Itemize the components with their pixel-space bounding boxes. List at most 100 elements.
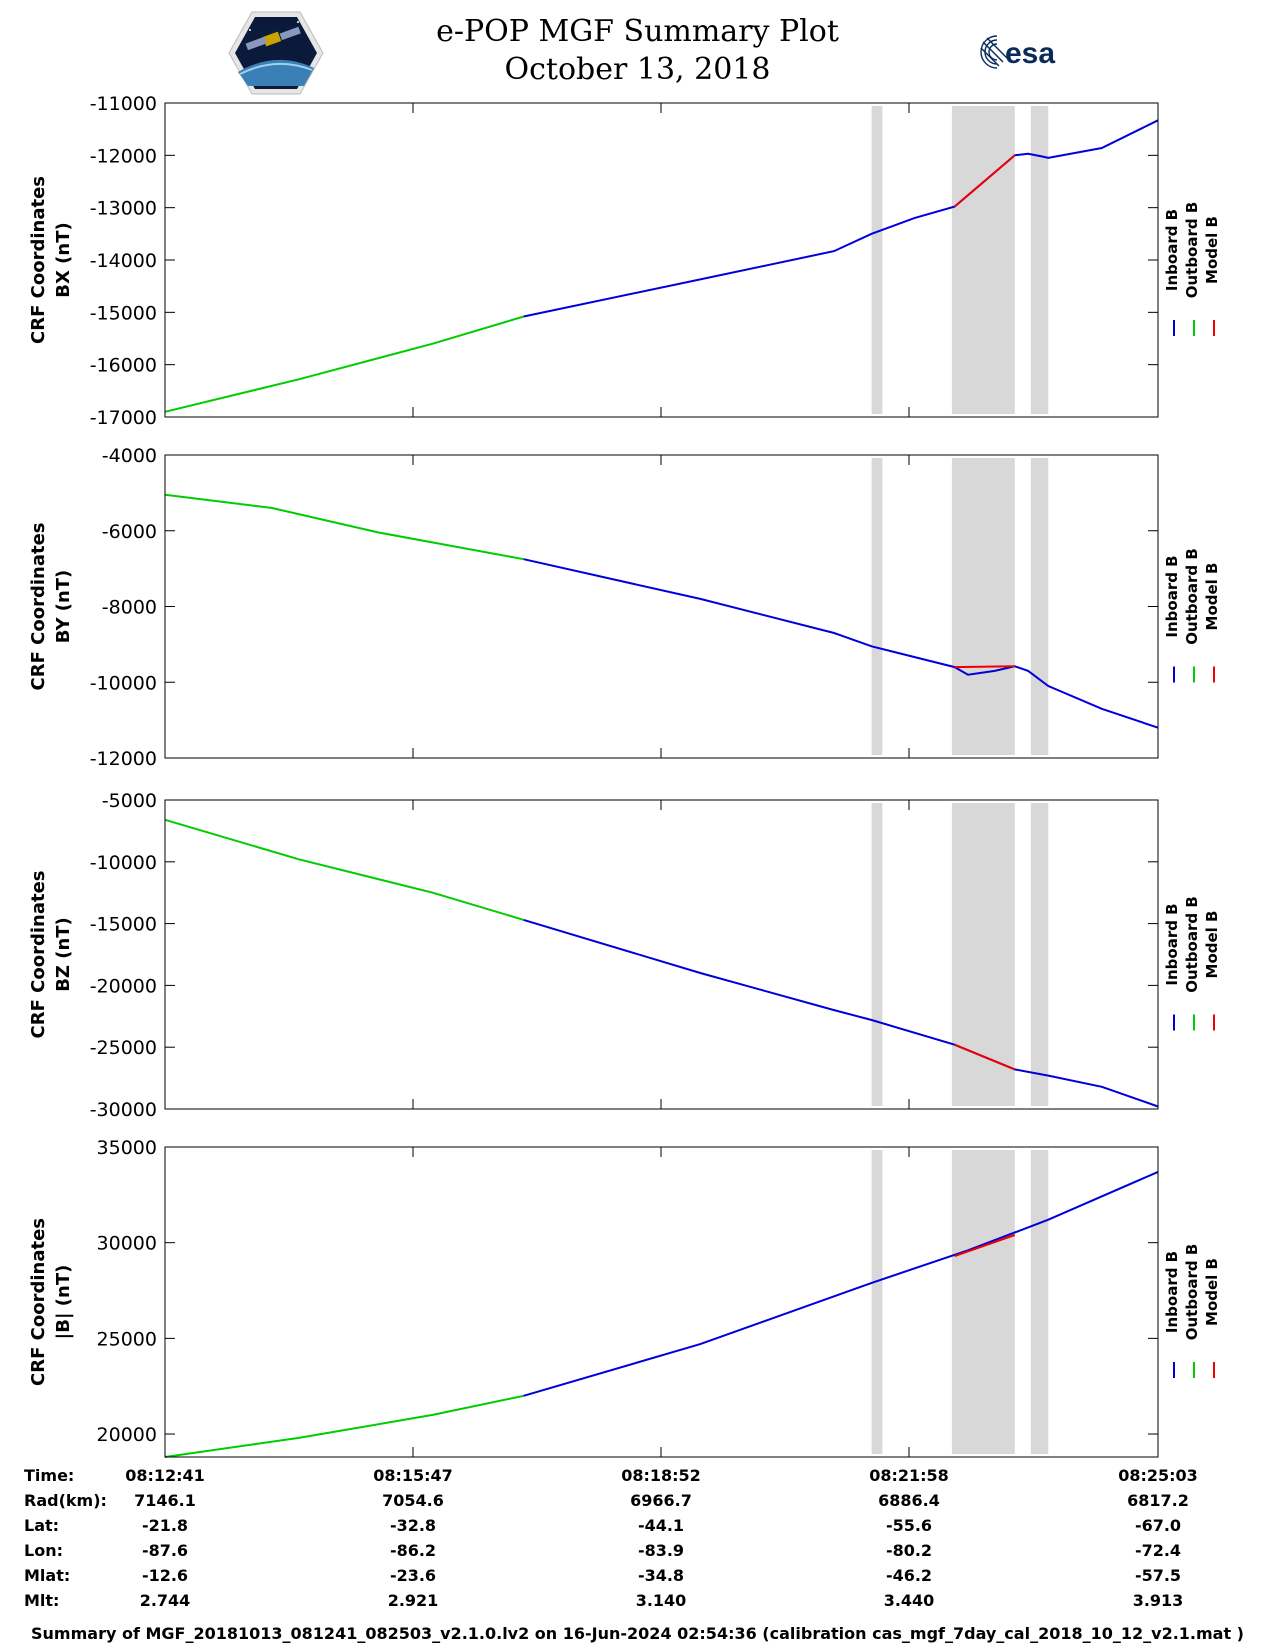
- ephemeris-value: 2.921: [387, 1591, 439, 1610]
- y-tick-label: -15000: [90, 914, 157, 936]
- ephemeris-value: 3.440: [883, 1591, 935, 1610]
- ephemeris-value: 3.913: [1132, 1591, 1184, 1610]
- ephemeris-value: -34.8: [637, 1566, 685, 1585]
- y-tick-label: 25000: [97, 1328, 157, 1350]
- series-line-outboard-b: [164, 818, 524, 921]
- esa-logo: esa: [980, 35, 1055, 70]
- panel-4: 20000 25000 30000 35000 CRF Coordinates |B| (…: [28, 1137, 1221, 1458]
- y-axis-label-units: BX (nT): [53, 222, 74, 297]
- y-tick-label: -30000: [90, 1099, 157, 1121]
- series-line-outboard-b: [164, 493, 524, 561]
- ephemeris-row-label: Rad(km):: [24, 1491, 107, 1510]
- ephemeris-value: 2.744: [139, 1591, 191, 1610]
- legend-label: Inboard B: [1163, 903, 1181, 985]
- series-line-inboard-b: [523, 1170, 1159, 1397]
- y-tick-label: -12000: [90, 145, 157, 167]
- shaded-region: [951, 1150, 1015, 1454]
- legend-label: Model B: [1203, 563, 1221, 631]
- panel-2: -12000 -10000 -8000 -6000 -4000 CRF Coordinat…: [28, 445, 1221, 770]
- shaded-region: [951, 106, 1015, 414]
- y-tick-label: -6000: [102, 521, 157, 543]
- shaded-region: [871, 106, 883, 414]
- shaded-region: [871, 803, 883, 1106]
- y-axis-label: CRF Coordinates: [28, 871, 49, 1039]
- y-tick-label: -10000: [90, 852, 157, 874]
- series-line-model-b: [954, 1043, 1016, 1071]
- y-tick-label: -20000: [90, 975, 157, 997]
- legend-label: Model B: [1203, 216, 1221, 284]
- shaded-region: [871, 1150, 883, 1454]
- legend-label: Outboard B: [1183, 202, 1201, 299]
- series-line-model-b: [954, 1234, 1016, 1258]
- cassiope-satellite-logo: [228, 11, 324, 95]
- y-tick-label: -10000: [90, 672, 157, 694]
- shaded-region: [1030, 458, 1049, 755]
- ephemeris-value: 6817.2: [1127, 1491, 1189, 1510]
- shaded-region: [1030, 106, 1049, 414]
- ephemeris-value: 08:18:52: [621, 1466, 701, 1485]
- plot-date: October 13, 2018: [504, 52, 771, 87]
- ephemeris-value: 6966.7: [630, 1491, 692, 1510]
- ephemeris-value: 7054.6: [382, 1491, 444, 1510]
- footer-summary: Summary of MGF_20181013_081241_082503_v2…: [31, 1624, 1244, 1643]
- esa-logo-text: esa: [1005, 37, 1055, 70]
- ephemeris-value: 3.140: [635, 1591, 687, 1610]
- ephemeris-value: -44.1: [637, 1516, 685, 1535]
- y-axis-label: CRF Coordinates: [28, 176, 49, 344]
- series-line-outboard-b: [164, 1394, 524, 1458]
- ephemeris-row-label: Lat:: [24, 1516, 60, 1535]
- ephemeris-value: 08:15:47: [373, 1466, 453, 1485]
- ephemeris-value: 7146.1: [134, 1491, 196, 1510]
- shaded-region: [951, 458, 1015, 755]
- y-tick-label: 20000: [97, 1424, 157, 1446]
- legend-label: Model B: [1203, 911, 1221, 979]
- y-tick-label: -12000: [90, 748, 157, 770]
- y-axis-label: CRF Coordinates: [28, 523, 49, 691]
- legend-label: Inboard B: [1163, 555, 1181, 637]
- y-tick-label: -5000: [102, 790, 157, 812]
- legend-label: Outboard B: [1183, 548, 1201, 645]
- ephemeris-value: -83.9: [637, 1541, 685, 1560]
- y-tick-label: 35000: [97, 1137, 157, 1159]
- shaded-region: [951, 803, 1015, 1106]
- ephemeris-value: -46.2: [885, 1566, 933, 1585]
- shaded-region: [1030, 1150, 1049, 1454]
- y-tick-label: -15000: [90, 302, 157, 324]
- panel-1: -17000 -16000 -15000 -14000 -13000 -12000 -110…: [28, 93, 1221, 429]
- series-line-inboard-b: [523, 119, 1159, 318]
- y-tick-label: -14000: [90, 250, 157, 272]
- y-axis-label: CRF Coordinates: [28, 1218, 49, 1386]
- ephemeris-value: 08:12:41: [125, 1466, 205, 1485]
- y-axis-label-units: BZ (nT): [53, 917, 74, 992]
- y-tick-label: -4000: [102, 445, 157, 467]
- ephemeris-value: -72.4: [1134, 1541, 1182, 1560]
- y-axis-label-units: BY (nT): [53, 570, 74, 644]
- ephemeris-value: -67.0: [1134, 1516, 1182, 1535]
- ephemeris-value: -57.5: [1134, 1566, 1182, 1585]
- ephemeris-value: -32.8: [389, 1516, 437, 1535]
- legend-label: Inboard B: [1163, 209, 1181, 291]
- ephemeris-value: -80.2: [885, 1541, 933, 1560]
- legend-label: Inboard B: [1163, 1251, 1181, 1333]
- y-tick-label: -16000: [90, 355, 157, 377]
- y-tick-label: 30000: [97, 1233, 157, 1255]
- y-tick-label: -8000: [102, 597, 157, 619]
- ephemeris-value: 08:25:03: [1118, 1466, 1198, 1485]
- ephemeris-value: -86.2: [389, 1541, 437, 1560]
- shaded-region: [1030, 803, 1049, 1106]
- shaded-region: [871, 458, 883, 755]
- panel-3: -30000 -25000 -20000 -15000 -10000 -5000 CRF C…: [28, 790, 1221, 1121]
- legend-label: Outboard B: [1183, 896, 1201, 993]
- ephemeris-value: -21.8: [141, 1516, 189, 1535]
- ephemeris-row-label: Time:: [24, 1466, 75, 1485]
- ephemeris-value: -12.6: [141, 1566, 189, 1585]
- y-tick-label: -25000: [90, 1037, 157, 1059]
- series-line-model-b: [954, 665, 1015, 669]
- ephemeris-value: -23.6: [389, 1566, 437, 1585]
- y-tick-label: -11000: [90, 93, 157, 115]
- series-line-inboard-b: [523, 558, 1159, 729]
- plot-title: e-POP MGF Summary Plot: [436, 14, 839, 49]
- ephemeris-row-label: Mlat:: [24, 1566, 71, 1585]
- legend-label: Model B: [1203, 1258, 1221, 1326]
- ephemeris-value: -55.6: [885, 1516, 933, 1535]
